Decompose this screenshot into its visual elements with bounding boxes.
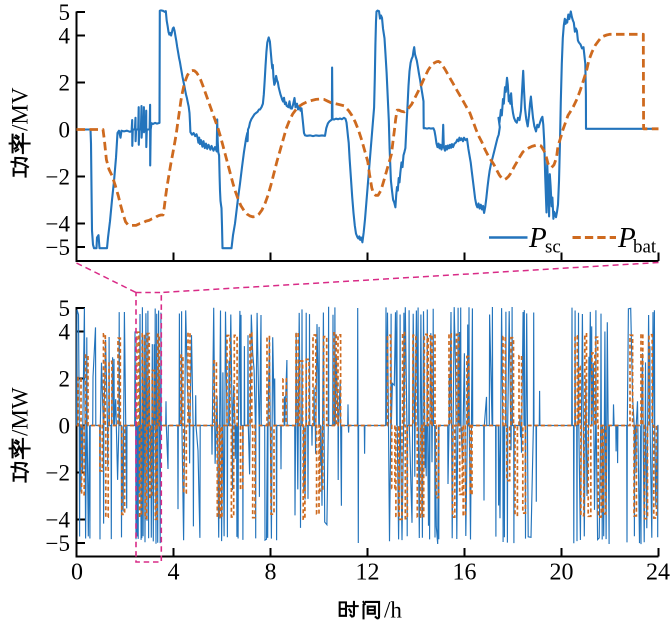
svg-text:4: 4 [168, 560, 180, 586]
svg-text:sc: sc [545, 237, 561, 258]
svg-text:0: 0 [59, 118, 71, 143]
svg-text:−4: −4 [46, 508, 71, 533]
svg-text:4: 4 [59, 24, 71, 49]
svg-text:16: 16 [453, 560, 477, 586]
svg-text:2: 2 [59, 71, 71, 96]
svg-text:4: 4 [59, 320, 71, 345]
svg-text:20: 20 [550, 560, 574, 586]
svg-text:−4: −4 [46, 212, 71, 237]
svg-text:−2: −2 [46, 461, 70, 486]
svg-text:24: 24 [646, 560, 670, 586]
svg-text:P: P [617, 222, 636, 254]
svg-text:−5: −5 [46, 235, 70, 260]
svg-text:8: 8 [265, 560, 277, 586]
svg-text:/h: /h [384, 598, 402, 623]
svg-text:12: 12 [356, 560, 380, 586]
svg-text:5: 5 [59, 0, 71, 25]
svg-text:0: 0 [59, 414, 71, 439]
svg-text:−5: −5 [46, 531, 70, 556]
svg-text:/MV: /MV [8, 87, 33, 131]
svg-text:P: P [528, 222, 547, 254]
svg-text:2: 2 [59, 367, 71, 392]
svg-text:bat: bat [633, 237, 657, 258]
svg-text:−2: −2 [46, 165, 70, 190]
svg-text:0: 0 [71, 560, 83, 586]
svg-text:/MW: /MW [8, 387, 33, 436]
svg-text:5: 5 [59, 296, 71, 321]
